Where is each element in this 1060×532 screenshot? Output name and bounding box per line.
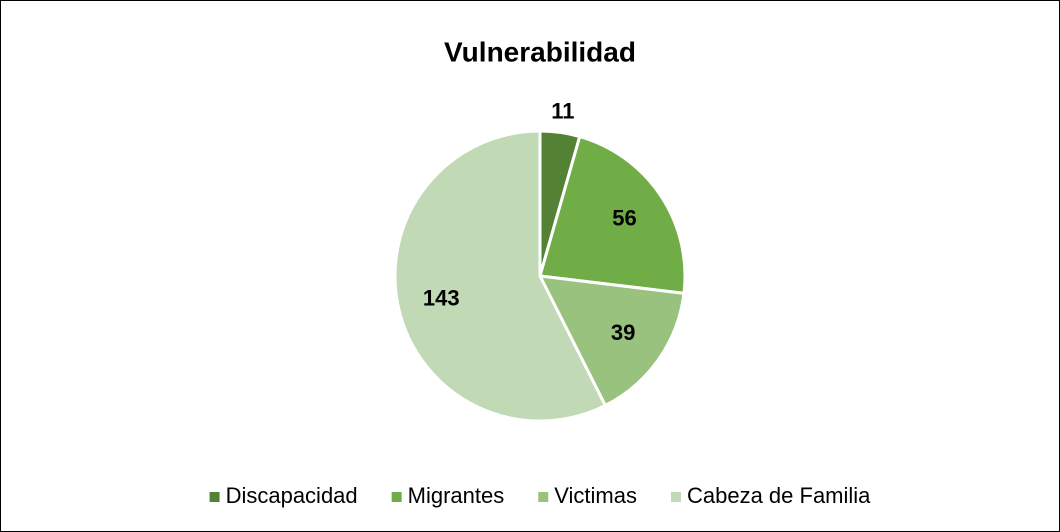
legend-label: Cabeza de Familia — [687, 483, 871, 508]
pie-slice — [393, 129, 608, 423]
legend-label: Migrantes — [408, 483, 505, 508]
legend-marker — [391, 492, 402, 502]
legend-label: Victimas — [554, 483, 637, 508]
chart-title: Vulnerabilidad — [444, 36, 636, 67]
legend-label: Discapacidad — [226, 483, 358, 508]
data-label: 11 — [551, 98, 574, 123]
data-label: 143 — [423, 285, 460, 310]
data-label: 56 — [612, 206, 636, 231]
data-label: 39 — [611, 320, 635, 345]
pie-slice — [538, 134, 687, 296]
pie-slice — [537, 274, 686, 408]
legend-marker — [209, 492, 220, 502]
legend-marker — [538, 492, 549, 502]
legend-marker — [670, 492, 681, 502]
